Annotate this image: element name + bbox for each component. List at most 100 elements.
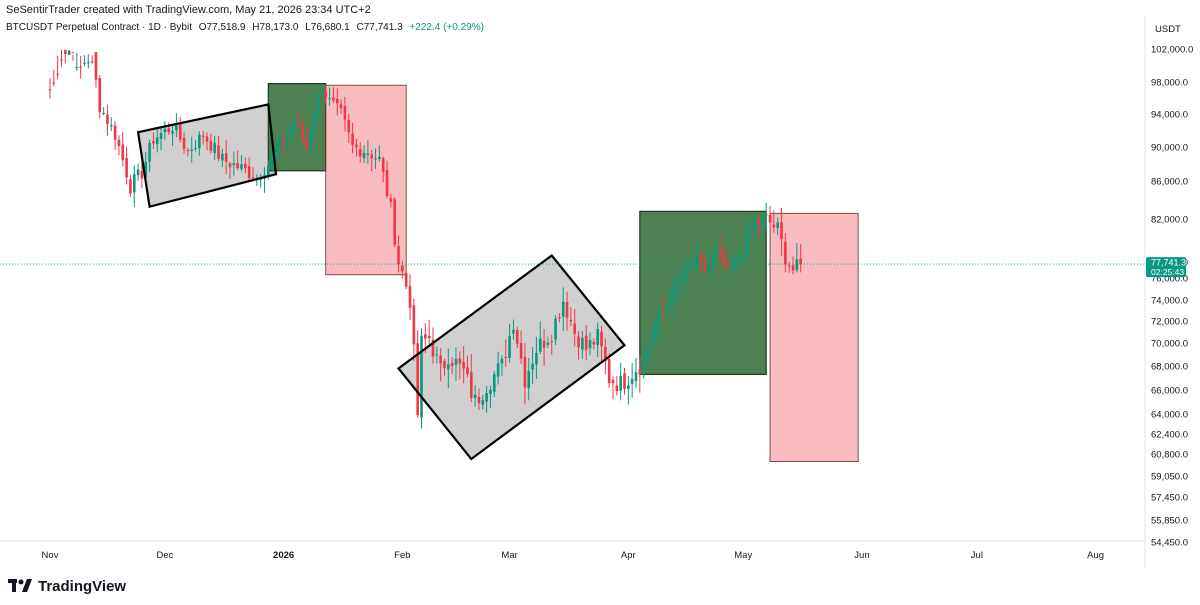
candle-body xyxy=(385,170,389,197)
candle-body xyxy=(764,214,768,216)
candle-body xyxy=(404,273,408,287)
green-zone-4[interactable] xyxy=(639,210,767,375)
candle-body xyxy=(178,123,182,140)
candle xyxy=(236,150,239,170)
symbol-title[interactable]: BTCUSDT Perpetual Contract · 1D · Bybit xyxy=(6,22,192,33)
red-zone-5[interactable] xyxy=(769,212,859,462)
candlestick-chart-svg[interactable]: USDT 102,000.0 98,000.0 94,000.0 90,000.0 86… xyxy=(0,16,1200,568)
price-tick-label: 94,000.0 xyxy=(1151,110,1188,121)
candle xyxy=(431,327,435,364)
ohlc-change: +222.4 (+0.29%) xyxy=(409,22,484,33)
candle-body xyxy=(646,350,649,357)
candle xyxy=(558,313,561,323)
candle-body xyxy=(312,113,316,131)
candle xyxy=(680,267,684,299)
candle-body xyxy=(286,134,289,141)
candle-body xyxy=(113,125,117,140)
candle-body xyxy=(301,125,305,140)
candle xyxy=(795,242,799,273)
candle xyxy=(404,265,408,290)
red-zone-2[interactable] xyxy=(325,84,407,276)
candle xyxy=(439,348,442,382)
price-tick-label: 90,000.0 xyxy=(1151,143,1188,154)
drawing-zones xyxy=(138,82,859,462)
time-tick-label: Mar xyxy=(501,550,517,561)
candle xyxy=(316,92,320,122)
price-tick-label: 68,000.0 xyxy=(1151,362,1188,373)
candle-body xyxy=(657,310,661,328)
candle-body xyxy=(523,356,527,388)
candle-body xyxy=(209,141,213,151)
candle xyxy=(117,135,121,156)
chart-creator-credit: SeSentirTrader created with TradingView.… xyxy=(6,4,371,16)
candle-body xyxy=(711,254,714,265)
candle-body xyxy=(500,358,504,364)
candle xyxy=(297,111,301,129)
candle xyxy=(734,251,737,274)
candle xyxy=(730,256,734,275)
candle-body xyxy=(64,49,67,54)
candle xyxy=(650,332,653,366)
candle-body xyxy=(71,52,75,54)
candle-body xyxy=(738,257,741,259)
candle-body xyxy=(584,335,588,350)
candle-body xyxy=(726,265,730,267)
candle-body xyxy=(454,358,458,365)
candle xyxy=(320,86,324,96)
candle-body xyxy=(470,372,473,398)
price-tick-label: 55,850.0 xyxy=(1151,516,1188,527)
candle xyxy=(251,167,255,181)
candle xyxy=(79,55,82,79)
candle xyxy=(217,136,220,162)
candle-body xyxy=(466,367,469,375)
price-tick-label: 82,000.0 xyxy=(1151,215,1188,226)
candle xyxy=(523,343,527,405)
candle xyxy=(228,161,232,179)
price-tick-label: 76,000.0 xyxy=(1151,274,1188,285)
last-price-tag[interactable] xyxy=(1146,257,1186,278)
candle-body xyxy=(638,369,642,375)
price-chart[interactable]: USDT 102,000.0 98,000.0 94,000.0 90,000.0 86… xyxy=(0,16,1200,568)
candle xyxy=(129,175,132,198)
candle-body xyxy=(669,301,672,305)
candle xyxy=(504,339,508,367)
price-tick-label: 54,450.0 xyxy=(1151,538,1188,549)
candle xyxy=(561,287,565,331)
candle-body xyxy=(155,137,159,145)
candle-body xyxy=(94,52,98,80)
candle-body xyxy=(328,98,331,100)
currency-label: USDT xyxy=(1155,24,1181,35)
candle-body xyxy=(703,259,707,272)
candle-body xyxy=(623,373,626,390)
candle xyxy=(619,362,622,401)
price-tick-label: 72,000.0 xyxy=(1151,317,1188,328)
candle xyxy=(155,129,159,153)
candle-body xyxy=(267,165,270,177)
candle-body xyxy=(630,378,634,384)
candle xyxy=(554,315,557,346)
candle-body xyxy=(136,169,140,176)
candle xyxy=(209,133,213,154)
candle-body xyxy=(171,131,174,134)
candle-body xyxy=(473,394,477,399)
candle-body xyxy=(152,141,155,144)
price-tick-label: 70,000.0 xyxy=(1151,339,1188,350)
candle xyxy=(757,215,760,238)
candle-body xyxy=(324,91,328,98)
candle xyxy=(343,96,347,132)
candle xyxy=(60,49,63,68)
candle-body xyxy=(228,163,232,168)
candle xyxy=(604,338,607,375)
candle xyxy=(56,55,59,80)
candle xyxy=(676,270,680,293)
candle-body xyxy=(699,254,703,262)
candle-body xyxy=(642,358,645,374)
candle xyxy=(194,140,197,152)
candle-body xyxy=(554,318,557,340)
candle xyxy=(477,388,481,410)
candle xyxy=(761,213,764,240)
candle-body xyxy=(600,331,603,347)
candle xyxy=(638,356,642,393)
green-zone-1[interactable] xyxy=(267,82,327,172)
candle xyxy=(132,165,136,208)
